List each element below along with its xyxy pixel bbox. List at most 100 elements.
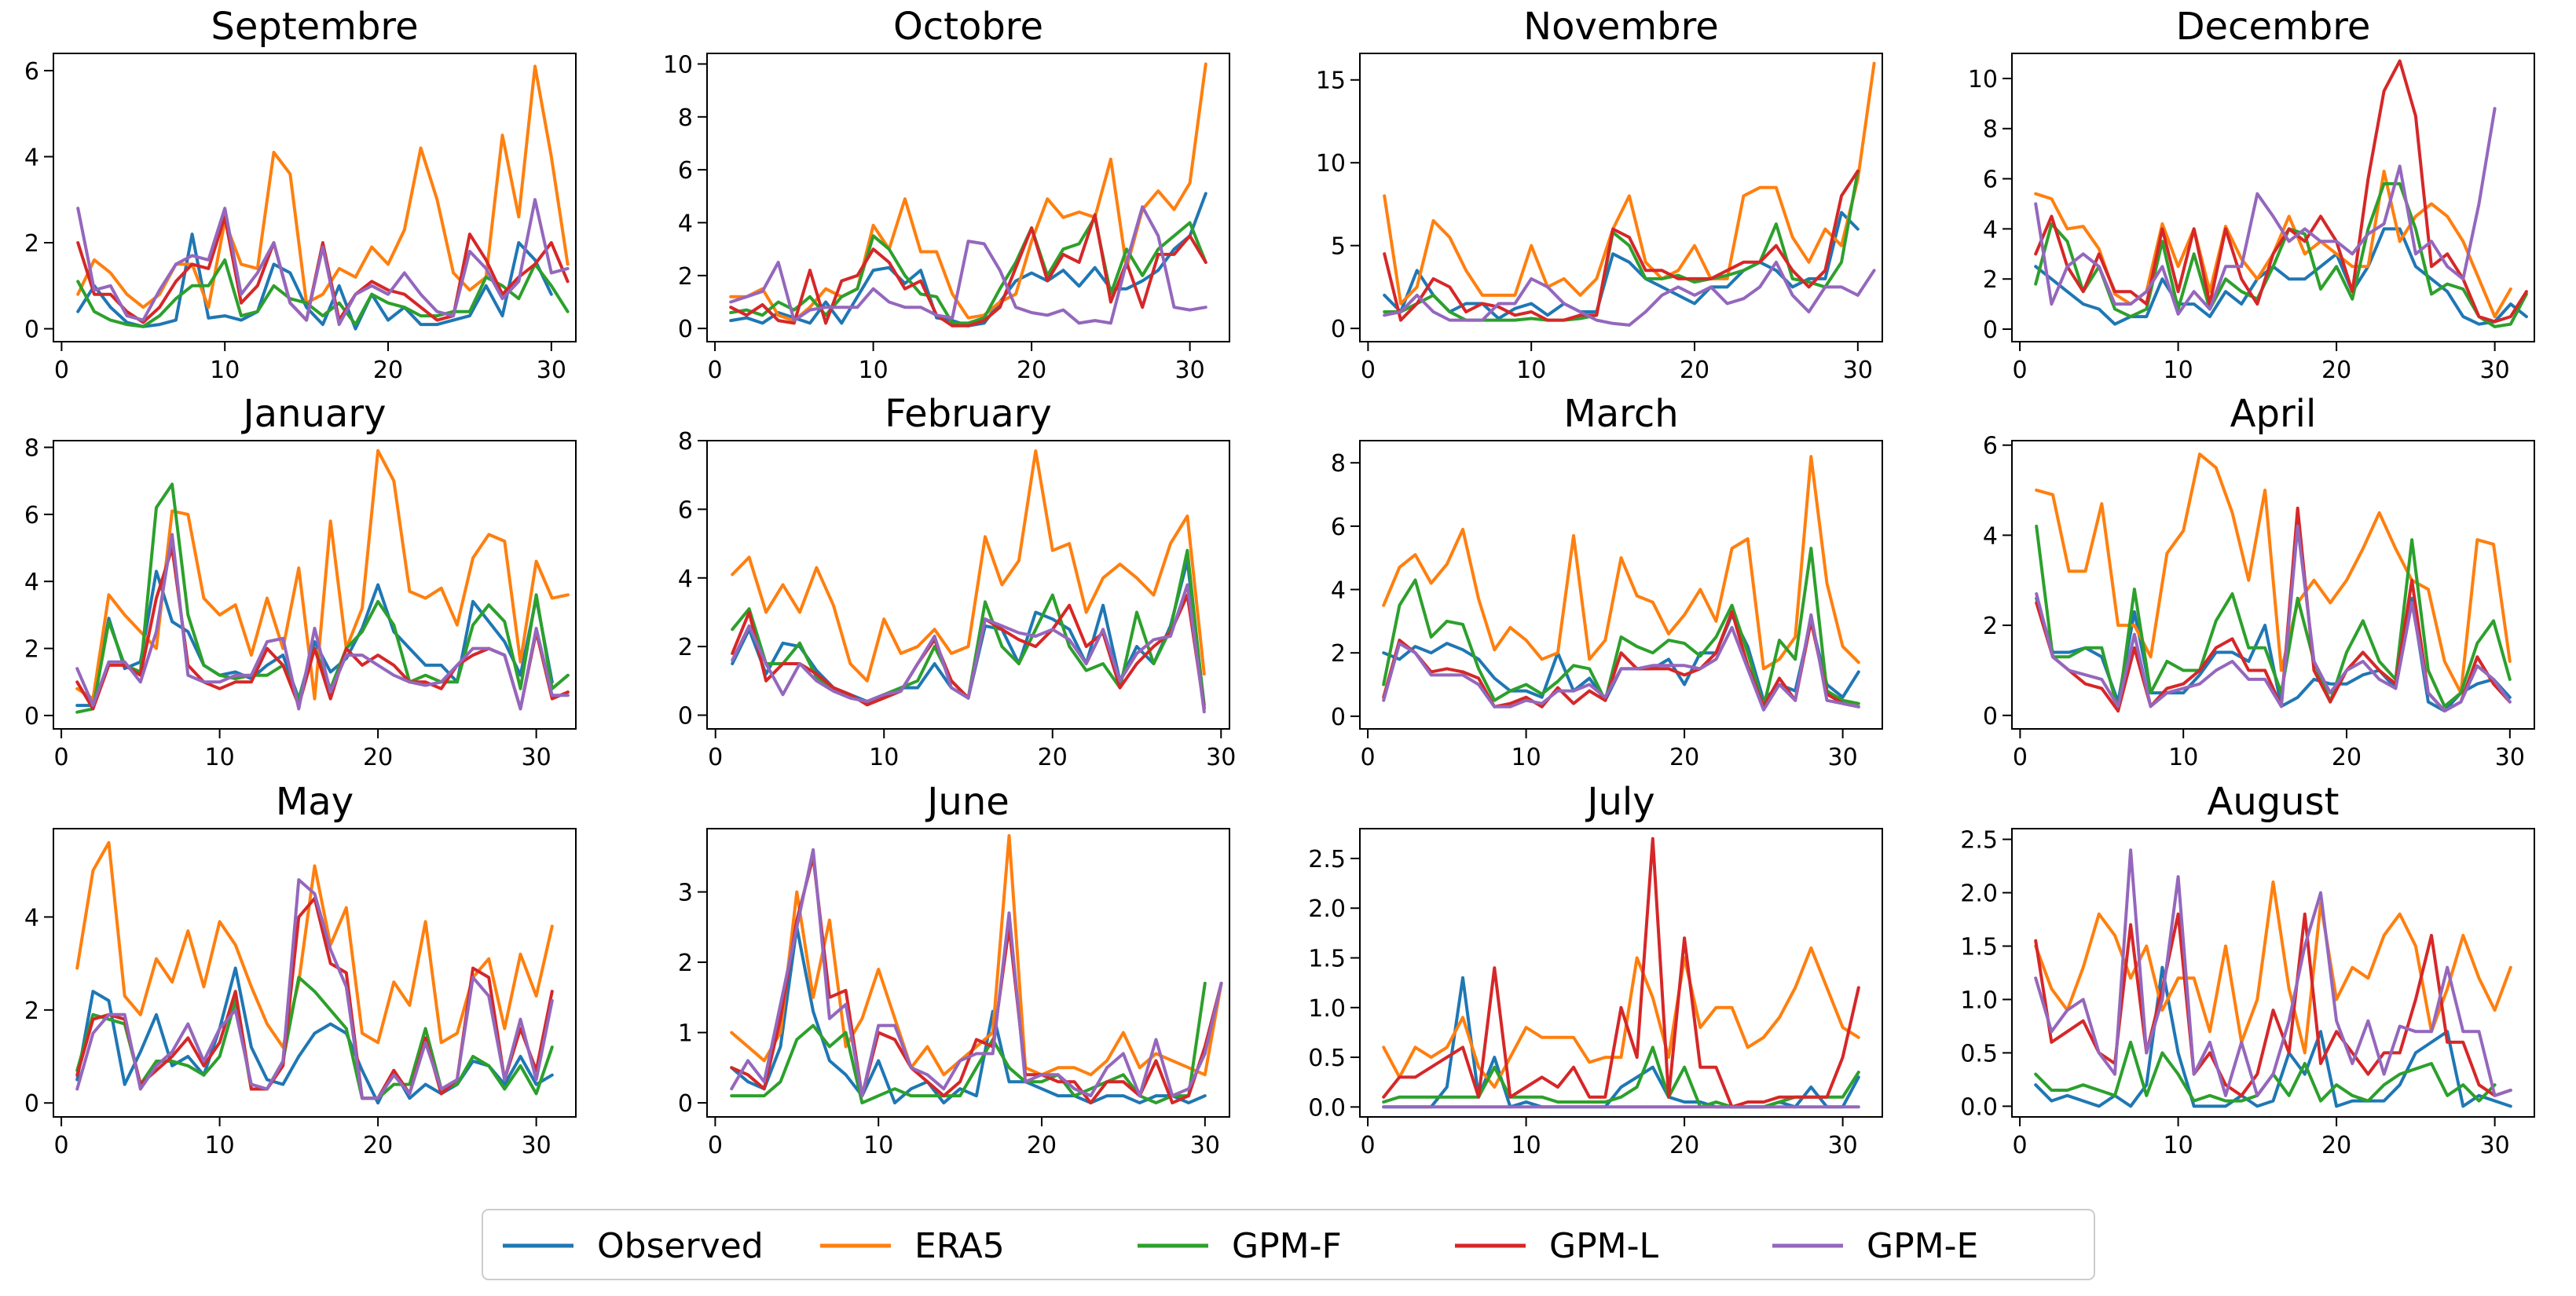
y-tick-label: 8 <box>678 104 693 132</box>
y-tick-label: 1.5 <box>1960 934 1998 961</box>
y-tick-label: 2.5 <box>1960 827 1998 855</box>
y-tick-label: 0 <box>1331 316 1346 343</box>
series-line-gpm-f <box>1382 547 1860 708</box>
y-tick-label: 0.5 <box>1960 1040 1998 1067</box>
y-tick-label: 2 <box>1983 266 1998 294</box>
y-tick-label: 4 <box>24 569 39 596</box>
series-line-observed <box>730 925 1207 1105</box>
legend-entry-era5: ERA5 <box>820 1226 1005 1266</box>
x-tick-label: 30 <box>2495 744 2525 771</box>
series-line-gpm-e <box>2034 107 2497 316</box>
y-tick-label: 6 <box>1331 514 1346 541</box>
legend-entry-observed: Observed <box>503 1226 764 1266</box>
series-line-gpm-f <box>76 258 570 328</box>
y-tick-label: 8 <box>678 428 693 456</box>
x-tick-label: 10 <box>204 1132 234 1159</box>
x-tick-label: 20 <box>373 357 403 384</box>
x-tick-label: 30 <box>1190 1132 1220 1159</box>
panel-title: April <box>2230 392 2317 436</box>
y-tick-label: 4 <box>1983 216 1998 243</box>
x-tick-label: 10 <box>863 1132 893 1159</box>
y-tick-label: 4 <box>678 566 693 593</box>
y-tick-label: 1.0 <box>1308 995 1346 1023</box>
x-tick-label: 0 <box>54 357 69 384</box>
y-tick-label: 2.0 <box>1308 895 1346 923</box>
x-tick-label: 20 <box>1680 357 1709 384</box>
series-line-gpm-e <box>76 198 570 327</box>
series-line-observed <box>75 569 554 708</box>
x-tick-label: 30 <box>2480 357 2510 384</box>
x-tick-label: 30 <box>1175 357 1205 384</box>
series-line-gpm-f <box>75 976 554 1100</box>
y-tick-label: 2 <box>24 230 39 258</box>
y-tick-label: 10 <box>1968 66 1998 93</box>
panel-january: January 0 10 20 30 0 2 4 6 8 <box>24 392 577 771</box>
x-tick-label: 30 <box>522 744 551 771</box>
plot-frame <box>1359 440 1883 730</box>
y-tick-label: 1.0 <box>1960 987 1998 1014</box>
series-line-gpm-l <box>1382 610 1860 708</box>
plot-frame <box>706 440 1230 730</box>
y-tick-label: 6 <box>1983 167 1998 194</box>
y-tick-label: 8 <box>1983 116 1998 144</box>
series-line-gpm-l <box>76 215 570 324</box>
y-tick-label: 0 <box>24 317 39 344</box>
x-tick-label: 20 <box>363 744 393 771</box>
x-tick-label: 10 <box>1511 1132 1541 1159</box>
y-tick-label: 2 <box>678 634 693 661</box>
series-line-gpm-e <box>75 878 554 1100</box>
series-line-era5 <box>1383 61 1876 306</box>
plot-frame <box>706 828 1230 1118</box>
x-tick-label: 10 <box>869 744 899 771</box>
y-tick-label: 2 <box>1331 640 1346 668</box>
x-tick-label: 0 <box>1361 357 1376 384</box>
legend-label: GPM-E <box>1867 1226 1978 1266</box>
y-tick-label: 2.0 <box>1960 880 1998 908</box>
panel-title: Septembre <box>211 5 418 49</box>
panel-april: April 0 10 20 30 0 2 4 6 <box>1983 392 2535 771</box>
plot-frame <box>53 53 577 342</box>
y-tick-label: 0 <box>678 316 693 343</box>
plot-frame <box>53 828 577 1118</box>
x-tick-label: 20 <box>363 1132 393 1159</box>
series-line-gpm-e <box>730 848 1223 1098</box>
y-tick-label: 6 <box>678 157 693 185</box>
y-tick-label: 1.5 <box>1308 946 1346 973</box>
series-line-observed <box>75 966 554 1105</box>
y-tick-label: 0 <box>678 703 693 730</box>
panel-septembre: Septembre 0 10 20 30 0 2 4 6 <box>24 5 577 384</box>
series-line-gpm-e <box>731 583 1206 714</box>
x-tick-label: 10 <box>2163 357 2193 384</box>
y-tick-label: 15 <box>1316 68 1346 95</box>
y-tick-label: 0.5 <box>1308 1045 1346 1072</box>
x-tick-label: 20 <box>1669 1132 1699 1159</box>
series-line-era5 <box>2035 452 2512 695</box>
y-tick-label: 0.0 <box>1308 1094 1346 1122</box>
x-tick-label: 30 <box>537 357 566 384</box>
y-tick-label: 0 <box>24 1090 39 1118</box>
panel-title: June <box>925 780 1010 824</box>
series-line-gpm-f <box>730 981 1207 1105</box>
series-line-observed <box>2034 227 2528 326</box>
series-line-gpm-e <box>729 205 1207 325</box>
y-tick-label: 2 <box>678 263 693 291</box>
panel-title: Novembre <box>1523 5 1719 49</box>
y-tick-label: 10 <box>663 51 693 79</box>
series-line-gpm-f <box>729 215 1207 325</box>
plot-frame <box>2011 53 2535 342</box>
x-tick-label: 0 <box>54 1132 69 1159</box>
x-tick-label: 0 <box>708 744 723 771</box>
y-tick-label: 8 <box>1331 450 1346 478</box>
y-tick-label: 0 <box>24 703 39 730</box>
x-tick-label: 30 <box>1206 744 1236 771</box>
plot-frame <box>706 53 1230 342</box>
series-line-gpm-e <box>75 533 570 711</box>
series-line-gpm-e <box>1382 613 1860 712</box>
y-tick-label: 2 <box>24 636 39 664</box>
y-tick-label: 4 <box>24 904 39 932</box>
y-tick-label: 3 <box>678 880 693 907</box>
y-tick-label: 4 <box>1331 577 1346 605</box>
y-tick-label: 0 <box>1983 703 1998 730</box>
x-tick-label: 30 <box>1828 1132 1858 1159</box>
